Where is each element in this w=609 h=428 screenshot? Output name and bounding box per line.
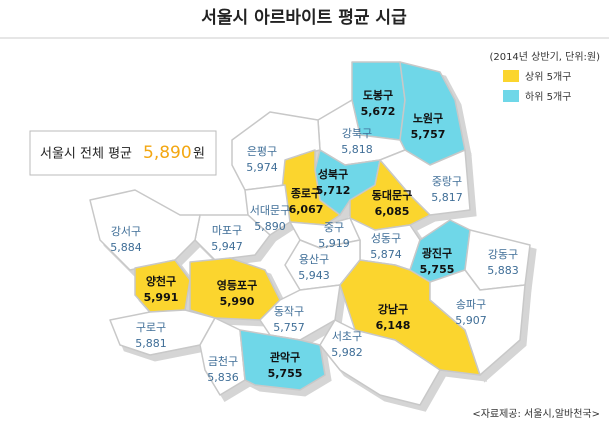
district-value: 6,085 <box>375 205 410 218</box>
district-name: 양천구 <box>146 274 176 288</box>
legend-label: 하위 5개구 <box>525 90 571 103</box>
district-value: 5,883 <box>487 264 519 277</box>
district-value: 5,884 <box>110 241 142 254</box>
district-name: 성동구 <box>371 232 401 245</box>
district-value: 5,672 <box>361 105 396 118</box>
district-value: 5,757 <box>273 321 305 334</box>
district-name: 송파구 <box>456 298 486 311</box>
district <box>89 189 201 271</box>
district-name: 서대문구 <box>250 204 290 217</box>
district-name: 동작구 <box>274 305 304 318</box>
source: <자료제공: 서울시,알바천국> <box>472 408 600 420</box>
average-value: 5,890 <box>143 143 192 163</box>
district <box>319 319 441 406</box>
district-name: 은평구 <box>247 145 277 158</box>
district <box>429 269 526 376</box>
legend-swatch <box>503 90 519 102</box>
district-name: 영등포구 <box>217 279 257 292</box>
district-value: 5,712 <box>316 184 351 197</box>
district-name: 강서구 <box>111 225 141 238</box>
district-value: 5,836 <box>207 371 239 384</box>
legend-swatch <box>503 70 519 82</box>
title: 서울시 아르바이트 평균 시급 <box>201 8 407 28</box>
district-name: 종로구 <box>291 187 321 200</box>
district-name: 서초구 <box>332 330 362 343</box>
district-value: 6,067 <box>289 203 324 216</box>
district-name: 관악구 <box>270 350 300 364</box>
district-name: 구로구 <box>136 321 166 334</box>
district-value: 5,990 <box>220 295 255 308</box>
district-value: 5,818 <box>341 143 373 156</box>
district-value: 5,874 <box>370 248 402 261</box>
district-name: 광진구 <box>422 246 452 260</box>
average-box <box>29 130 217 176</box>
district-value: 5,991 <box>144 291 179 304</box>
district-name: 금천구 <box>208 354 238 368</box>
district-name: 성북구 <box>318 167 348 181</box>
legend-label: 상위 5개구 <box>525 70 571 83</box>
district-value: 5,881 <box>135 337 167 350</box>
district-value: 5,907 <box>455 314 487 327</box>
district-value: 5,890 <box>254 220 286 233</box>
note: (2014년 상반기, 단위:원) <box>489 50 600 63</box>
district-name: 마포구 <box>212 224 242 237</box>
average-label: 서울시 전체 평균 <box>40 147 132 162</box>
district <box>239 329 326 391</box>
district-name: 강동구 <box>488 248 518 261</box>
district-name: 동대문구 <box>372 188 412 202</box>
district-value: 5,947 <box>211 240 243 253</box>
district-value: 5,755 <box>420 263 455 276</box>
district-name: 중구 <box>324 221 344 234</box>
district-value: 5,919 <box>318 237 350 250</box>
map: 도봉구 5,672 노원구 5,757 강북구 5,818 은평구 5,974 성북구 5,712… <box>89 61 537 412</box>
district-name: 노원구 <box>413 111 443 125</box>
district-value: 5,757 <box>411 128 446 141</box>
district-value: 5,943 <box>298 269 330 282</box>
district-name: 용산구 <box>299 253 329 266</box>
district-value: 5,982 <box>331 346 363 359</box>
district-name: 강남구 <box>378 302 408 316</box>
district-value: 5,817 <box>431 191 463 204</box>
district-name: 강북구 <box>342 127 372 140</box>
district-value: 6,148 <box>376 319 411 332</box>
district-value: 5,755 <box>268 367 303 380</box>
district-value: 5,974 <box>246 161 278 174</box>
average-unit: 원 <box>193 147 205 162</box>
district-name: 중랑구 <box>432 175 462 188</box>
district-name: 도봉구 <box>363 89 393 102</box>
